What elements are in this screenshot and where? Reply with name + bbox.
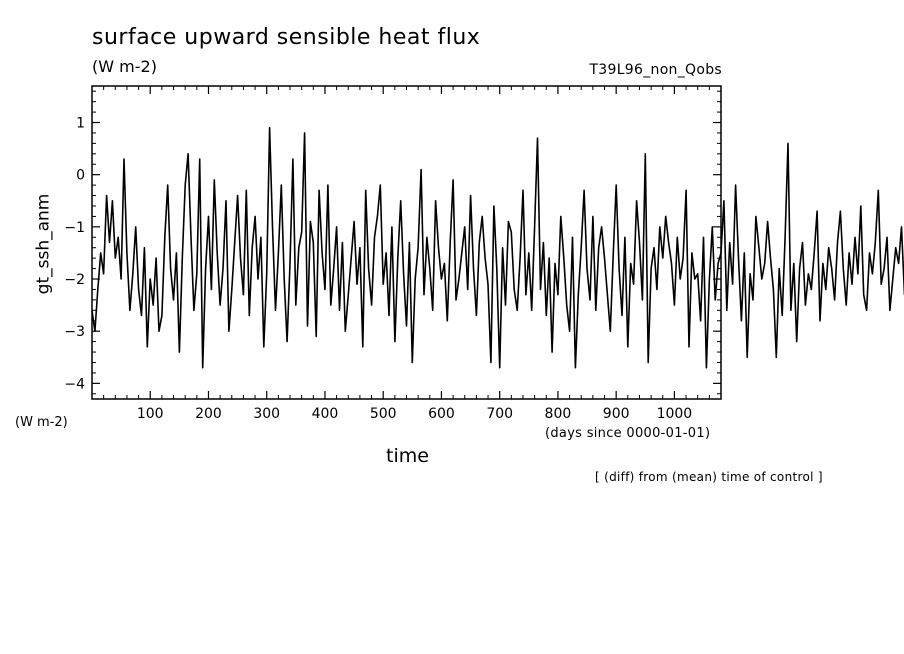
y-tick-label: −2 (64, 272, 85, 288)
x-axis-label: time (386, 445, 429, 467)
y-tick-label: −4 (64, 376, 85, 392)
y-tick-label: 1 (76, 116, 85, 132)
plot-frame (91, 85, 722, 400)
x-tick-label: 600 (428, 406, 455, 422)
x-tick-label: 900 (603, 406, 630, 422)
y-tick-label: 0 (76, 168, 85, 184)
y-axis-units: (W m-2) (15, 415, 68, 430)
series-line-0 (91, 126, 904, 369)
x-tick-label: 400 (312, 406, 339, 422)
y-tick-label: −1 (64, 220, 85, 236)
x-tick-label: 200 (195, 406, 222, 422)
x-tick-label: 1000 (657, 406, 693, 422)
x-tick-label: 100 (137, 406, 164, 422)
x-tick-label: 800 (545, 406, 572, 422)
x-axis-units: (days since 0000-01-01) (545, 426, 711, 441)
chart-title: surface upward sensible heat flux (92, 25, 481, 50)
x-tick-label: 700 (486, 406, 513, 422)
run-label: T39L96_non_Qobs (589, 62, 722, 78)
y-tick-label: −3 (64, 324, 85, 340)
chart-units: (W m-2) (92, 57, 157, 76)
diff-note: [ (diff) from (mean) time of control ] (595, 470, 823, 484)
x-tick-label: 500 (370, 406, 397, 422)
x-tick-label: 300 (253, 406, 280, 422)
